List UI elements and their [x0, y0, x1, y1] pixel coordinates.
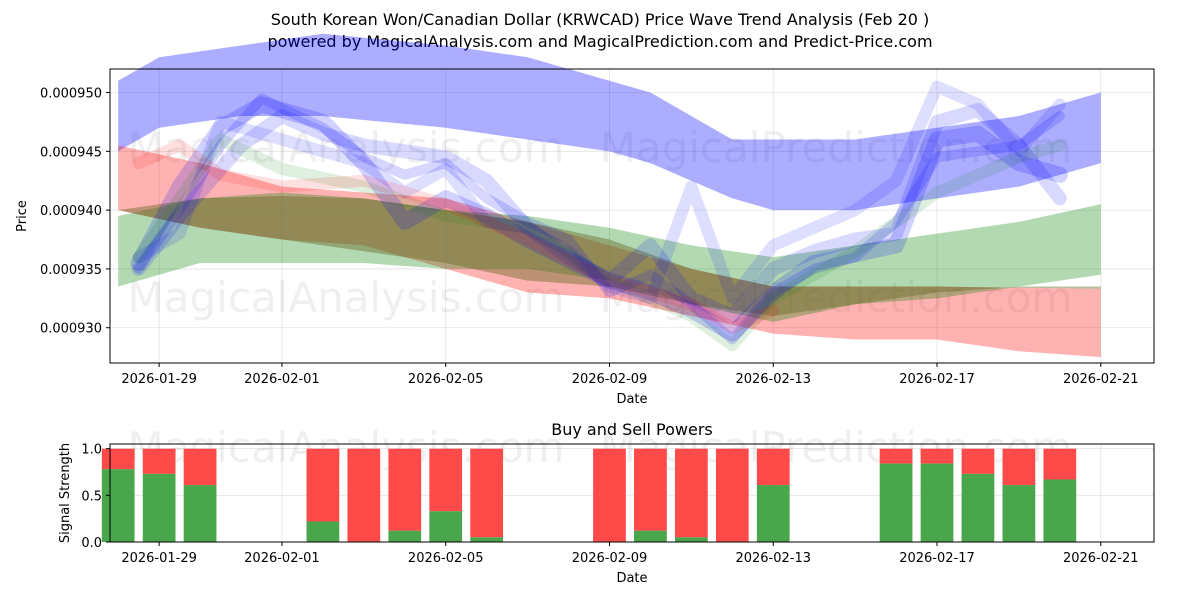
price-band-red: [118, 145, 1101, 358]
sell-power-bar: [388, 448, 422, 531]
signal-x-label: Date: [616, 571, 647, 586]
price-wave-lines: [130, 80, 1068, 352]
buy-power-bar: [101, 469, 135, 542]
buy-power-bar: [920, 463, 954, 542]
sell-power-bar: [183, 448, 217, 486]
buy-power-bar: [1002, 485, 1036, 542]
signal-x-tick-label: 2026-02-13: [735, 551, 811, 566]
buy-power-bar: [183, 485, 217, 542]
signal-x-tick-label: 2026-02-17: [899, 551, 975, 566]
sell-power-bar: [634, 448, 667, 531]
sell-power-bar: [879, 448, 913, 464]
signal-x-tick-label: 2026-01-29: [121, 551, 197, 566]
price-wave-line-blue: [132, 80, 1066, 305]
sell-power-bar: [961, 448, 995, 474]
sell-power-bar: [347, 448, 381, 542]
price-x-label: Date: [616, 392, 647, 407]
signal-y-tick-label: 1.0: [81, 443, 102, 458]
sell-power-bar: [756, 448, 790, 486]
sell-power-bar: [1002, 448, 1036, 486]
watermark-prediction-bottom: MagicalPrediction.com: [600, 273, 1073, 322]
signal-panel: Buy and Sell Powers MagicalAnalysis.com …: [58, 420, 1155, 586]
buy-power-bar: [879, 463, 913, 542]
sell-power-bar: [470, 448, 504, 538]
price-band-green: [118, 192, 1101, 322]
sell-power-bar: [429, 448, 463, 512]
price-band-blue: [118, 33, 1101, 211]
price-wave-line-red: [132, 139, 780, 334]
price-wave-line-blue: [131, 103, 1067, 323]
price-y-axis: 0.000930 0.000935 0.000940 0.000945 0.000950: [40, 87, 110, 337]
signal-x-tick-label: 2026-02-05: [408, 551, 484, 566]
sell-power-bar: [142, 448, 176, 474]
price-band-olive: [118, 196, 1101, 316]
buy-power-bar: [470, 537, 504, 542]
price-x-tick-label: 2026-02-01: [244, 372, 320, 387]
signal-plot-border: [109, 443, 1155, 543]
price-y-tick-label: 0.000930: [40, 322, 102, 337]
price-plot-frame: [110, 69, 1154, 363]
sell-power-bar: [920, 448, 954, 464]
buy-power-bar: [674, 537, 708, 542]
price-x-axis: 2026-01-29 2026-02-01 2026-02-05 2026-02-09…: [121, 363, 1139, 387]
price-grid: [110, 69, 1154, 363]
signal-chart-title: Buy and Sell Powers: [551, 420, 713, 439]
price-wave-line-blue: [133, 93, 1065, 345]
watermark-analysis-bottom: MagicalAnalysis.com: [128, 273, 565, 322]
price-x-tick-label: 2026-02-17: [899, 372, 975, 387]
chart-title-line1: South Korean Won/Canadian Dollar (KRWCAD…: [271, 10, 930, 29]
price-x-tick-label: 2026-01-29: [121, 372, 197, 387]
signal-y-tick-label: 0.5: [81, 489, 102, 504]
signal-bars: [101, 448, 1077, 542]
sell-power-bar: [674, 448, 708, 538]
price-y-label: Price: [15, 200, 30, 232]
sell-power-bar: [715, 448, 749, 542]
watermark-prediction-signal: MagicalPrediction.com: [600, 423, 1073, 472]
price-x-tick-label: 2026-02-21: [1063, 372, 1139, 387]
watermark-prediction-top: MagicalPrediction.com: [600, 123, 1073, 172]
sell-power-bar: [101, 448, 135, 470]
price-plot-border: [109, 68, 1155, 364]
sell-power-bar: [306, 448, 340, 522]
buy-power-bar: [961, 473, 995, 542]
signal-x-tick-label: 2026-02-09: [572, 551, 648, 566]
price-x-tick-label: 2026-02-09: [572, 372, 648, 387]
price-wave-line-green: [132, 133, 1066, 352]
buy-power-bar: [429, 511, 463, 542]
price-panel: MagicalAnalysis.com MagicalPrediction.co…: [15, 33, 1155, 407]
watermark-analysis-top: MagicalAnalysis.com: [128, 123, 565, 172]
buy-power-bar: [756, 485, 790, 542]
sell-power-bar: [1043, 448, 1077, 480]
price-x-tick-label: 2026-02-13: [735, 372, 811, 387]
sell-power-bar: [593, 448, 626, 542]
signal-y-label: Signal Strength: [58, 443, 73, 543]
chart-title-line2: powered by MagicalAnalysis.com and Magic…: [267, 32, 932, 51]
buy-power-bar: [634, 530, 667, 542]
signal-x-axis: 2026-01-29 2026-02-01 2026-02-05 2026-02-09…: [121, 542, 1139, 566]
signal-x-tick-label: 2026-02-21: [1063, 551, 1139, 566]
signal-x-tick-label: 2026-02-01: [244, 551, 320, 566]
buy-power-bar: [388, 530, 422, 542]
price-bands: [118, 33, 1101, 358]
price-x-tick-label: 2026-02-05: [408, 372, 484, 387]
price-y-tick-label: 0.000950: [40, 87, 102, 102]
buy-power-bar: [142, 473, 176, 542]
buy-power-bar: [1043, 479, 1077, 542]
price-wave-line-blue: [130, 96, 1068, 342]
price-y-tick-label: 0.000935: [40, 263, 102, 278]
price-y-tick-label: 0.000945: [40, 145, 102, 160]
buy-power-bar: [306, 521, 340, 542]
signal-y-axis: 0.0 0.5 1.0: [81, 443, 110, 551]
price-y-tick-label: 0.000940: [40, 204, 102, 219]
signal-y-tick-label: 0.0: [81, 536, 102, 551]
